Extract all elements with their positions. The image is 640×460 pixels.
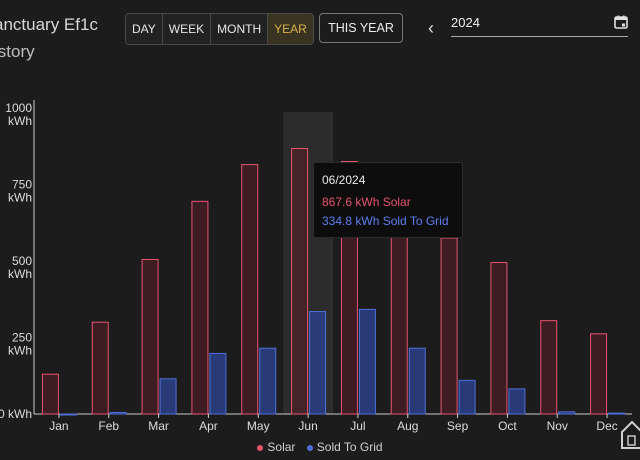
x-tick-label: Apr bbox=[199, 419, 218, 433]
x-tick-label: Mar bbox=[148, 419, 169, 433]
tooltip-grid-value: 334.8 kWh Sold To Grid bbox=[322, 214, 449, 228]
y-tick-label: 250 kWh bbox=[8, 331, 32, 358]
solar-bar-oct[interactable] bbox=[490, 262, 508, 415]
grid-bar-jul[interactable] bbox=[358, 308, 376, 415]
legend-solar-label: Solar bbox=[267, 440, 296, 454]
year-date-field[interactable]: 2024 bbox=[451, 12, 628, 37]
tooltip-solar-value: 867.6 kWh Solar bbox=[322, 195, 411, 209]
y-tick-label: 500 kWh bbox=[8, 254, 32, 281]
solar-bar-nov[interactable] bbox=[540, 320, 558, 415]
grid-bar-feb[interactable] bbox=[109, 411, 127, 415]
grid-bar-may[interactable] bbox=[259, 347, 277, 415]
solar-bar-feb[interactable] bbox=[91, 321, 109, 415]
x-tick-label: Jun bbox=[298, 419, 317, 433]
x-tick-label: Aug bbox=[397, 419, 418, 433]
title-block: anctuary Ef1c istory bbox=[0, 14, 114, 63]
period-selector: DAY WEEK MONTH YEAR bbox=[125, 13, 314, 45]
period-day-button[interactable]: DAY bbox=[126, 14, 163, 44]
grid-bar-aug[interactable] bbox=[408, 347, 426, 415]
grid-bar-oct[interactable] bbox=[508, 388, 526, 415]
grid-bar-nov[interactable] bbox=[558, 411, 576, 415]
tooltip-title: 06/2024 bbox=[322, 173, 366, 187]
solar-bar-sep[interactable] bbox=[440, 237, 458, 415]
chart-tooltip: 06/2024 867.6 kWh Solar 334.8 kWh Sold T… bbox=[313, 162, 463, 238]
solar-bar-aug[interactable] bbox=[390, 214, 408, 415]
legend-grid-label: Sold To Grid bbox=[316, 440, 383, 454]
solar-bar-jun[interactable] bbox=[291, 148, 309, 415]
period-week-button[interactable]: WEEK bbox=[162, 14, 212, 44]
grid-bar-apr[interactable] bbox=[209, 352, 227, 415]
period-year-button[interactable]: YEAR bbox=[268, 14, 313, 44]
period-month-button[interactable]: MONTH bbox=[211, 14, 269, 44]
x-tick-labels: Jan Feb Mar Apr May Jun Jul Aug Sep Oct Nov Dec bbox=[49, 414, 618, 433]
y-tick-labels: 0 kWh 250 kWh 500 kWh 750 kWh 1000 kWh bbox=[0, 101, 32, 421]
x-tick-label: Jul bbox=[350, 419, 365, 433]
y-tick-label: 1000 kWh bbox=[5, 101, 32, 128]
x-tick-label: Nov bbox=[547, 419, 568, 433]
x-tick-label: Dec bbox=[596, 419, 617, 433]
page-subtitle: istory bbox=[0, 42, 35, 61]
this-year-button[interactable]: THIS YEAR bbox=[319, 13, 403, 43]
grid-bar-jan[interactable] bbox=[59, 413, 77, 416]
solar-dot-icon bbox=[257, 444, 264, 451]
x-tick-label: Jan bbox=[49, 419, 68, 433]
y-tick-label: 0 kWh bbox=[0, 407, 32, 421]
y-tick-label: 750 kWh bbox=[8, 178, 32, 205]
calendar-icon[interactable] bbox=[614, 15, 628, 29]
solar-bar-jan[interactable] bbox=[41, 373, 59, 415]
x-tick-label: Feb bbox=[98, 419, 119, 433]
page-title: anctuary Ef1c bbox=[0, 15, 98, 34]
grid-bar-dec[interactable] bbox=[608, 412, 626, 415]
date-value: 2024 bbox=[451, 15, 480, 30]
legend-item-grid[interactable]: Sold To Grid bbox=[306, 440, 383, 454]
x-tick-label: Sep bbox=[447, 419, 469, 433]
house-logo-icon bbox=[621, 420, 640, 449]
solar-bar-may[interactable] bbox=[241, 164, 259, 415]
solar-bar-mar[interactable] bbox=[141, 258, 159, 415]
grid-bar-jun[interactable] bbox=[309, 311, 327, 415]
chart-legend: Solar Sold To Grid bbox=[0, 440, 640, 454]
grid-bar-sep[interactable] bbox=[458, 379, 476, 415]
legend-item-solar[interactable]: Solar bbox=[257, 440, 298, 454]
grid-dot-icon bbox=[306, 444, 313, 451]
x-tick-label: May bbox=[247, 419, 270, 433]
grid-bar-mar[interactable] bbox=[159, 378, 177, 415]
solar-bar-dec[interactable] bbox=[590, 333, 608, 415]
solar-bar-apr[interactable] bbox=[191, 200, 209, 415]
x-tick-label: Oct bbox=[498, 419, 517, 433]
chevron-left-icon[interactable]: ‹ bbox=[428, 18, 434, 38]
